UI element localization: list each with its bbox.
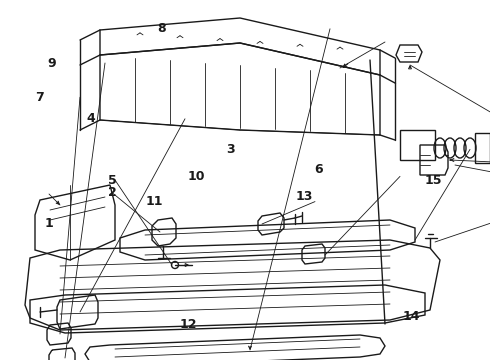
Text: 12: 12 — [180, 318, 197, 330]
Text: 9: 9 — [47, 57, 56, 69]
Text: 15: 15 — [425, 174, 442, 186]
Text: 8: 8 — [157, 22, 166, 35]
Text: 11: 11 — [146, 195, 163, 208]
Text: 7: 7 — [35, 91, 44, 104]
Text: 13: 13 — [295, 190, 313, 203]
Text: 5: 5 — [108, 174, 117, 186]
Text: 10: 10 — [187, 170, 205, 183]
Text: 6: 6 — [314, 163, 323, 176]
Text: 2: 2 — [108, 186, 117, 199]
Text: 14: 14 — [403, 310, 420, 323]
Text: 1: 1 — [45, 217, 53, 230]
Text: 4: 4 — [86, 112, 95, 125]
Text: 3: 3 — [226, 143, 235, 156]
